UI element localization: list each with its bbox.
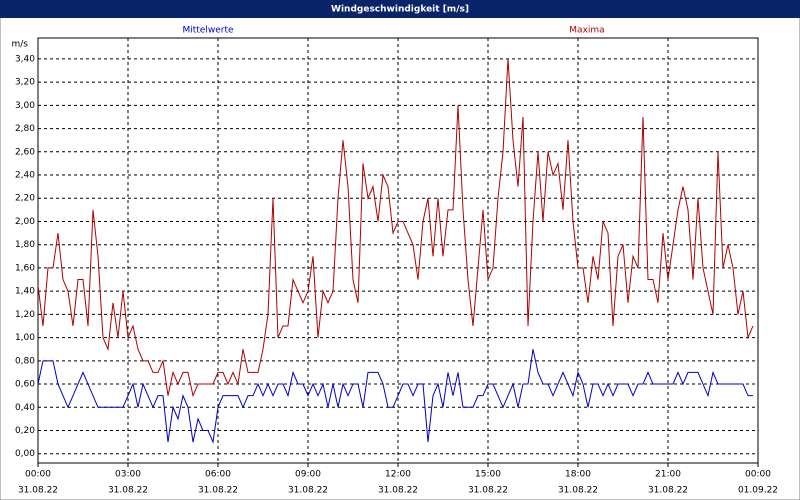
x-tick-label: 09:00 [295, 470, 321, 480]
series-line [37, 58, 754, 398]
plot-border [37, 37, 759, 464]
x-tick-date: 01.09.22 [738, 486, 778, 496]
y-tick-label: 1,40 [15, 287, 35, 297]
y-tick-label: 1,00 [15, 333, 35, 343]
y-tick-label: 3,40 [15, 54, 35, 64]
x-tick-label: 06:00 [205, 470, 231, 480]
y-tick-label: 1,20 [15, 310, 35, 320]
chart-title: Windgeschwindigkeit [m/s] [331, 5, 469, 15]
y-tick-label: 1,60 [15, 263, 35, 273]
y-tick-label: 3,00 [15, 101, 35, 111]
y-tick-label: 2,20 [15, 194, 35, 204]
y-tick-label: 1,80 [15, 240, 35, 250]
title-bar [0, 0, 800, 18]
y-tick-label: 0,60 [15, 380, 35, 390]
x-tick-date: 31.08.22 [108, 486, 148, 496]
y-tick-label: 0,80 [15, 356, 35, 366]
y-tick-label: 0,20 [15, 426, 35, 436]
x-tick-date: 31.08.22 [468, 486, 508, 496]
x-tick-date: 31.08.22 [288, 486, 328, 496]
x-tick-label: 03:00 [115, 470, 141, 480]
y-tick-label: 3,20 [15, 78, 35, 88]
y-axis-label: m/s [12, 40, 29, 50]
x-tick-label: 15:00 [475, 470, 501, 480]
x-tick-label: 00:00 [745, 470, 771, 480]
y-tick-label: 2,00 [15, 217, 35, 227]
x-tick-label: 21:00 [655, 470, 681, 480]
legend-label: Maxima [569, 26, 604, 36]
x-tick-date: 31.08.22 [648, 486, 688, 496]
y-tick-label: 2,80 [15, 124, 35, 134]
x-tick-date: 31.08.22 [378, 486, 418, 496]
y-tick-label: 2,40 [15, 171, 35, 181]
x-tick-date: 31.08.22 [198, 486, 238, 496]
x-tick-label: 18:00 [565, 470, 591, 480]
x-tick-date: 31.08.22 [18, 486, 58, 496]
y-tick-label: 0,00 [15, 449, 35, 459]
x-tick-label: 00:00 [25, 470, 51, 480]
legend-label: Mittelwerte [182, 26, 233, 36]
x-tick-label: 12:00 [385, 470, 411, 480]
y-tick-label: 2,60 [15, 147, 35, 157]
x-tick-date: 31.08.22 [558, 486, 598, 496]
series-line [37, 349, 753, 444]
y-tick-label: 0,40 [15, 403, 35, 413]
